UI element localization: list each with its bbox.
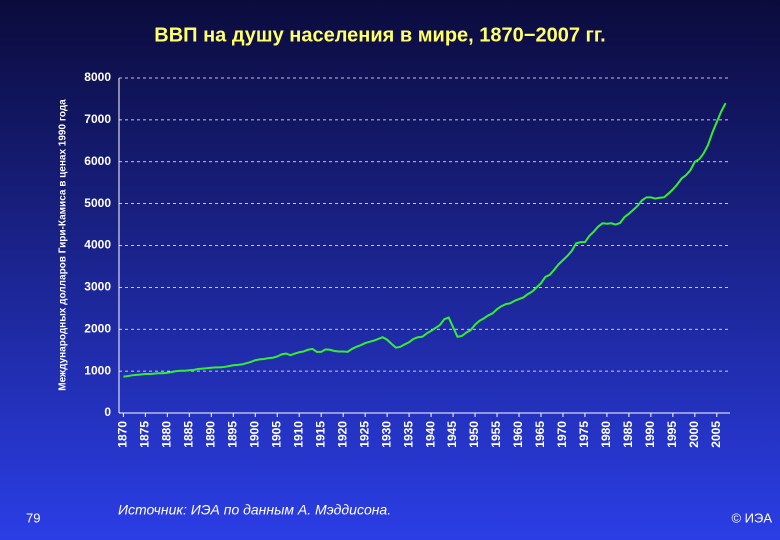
x-tick-label: 1905 bbox=[269, 421, 283, 448]
x-tick-label: 1945 bbox=[445, 421, 459, 448]
x-tick-label: 1975 bbox=[577, 421, 591, 448]
y-tick-label: 6000 bbox=[84, 154, 111, 168]
y-tick-label: 7000 bbox=[84, 112, 111, 126]
chart-title: ВВП на душу населения в мире, 1870−2007 … bbox=[154, 24, 605, 46]
x-tick-label: 1915 bbox=[313, 421, 327, 448]
x-tick-label: 1875 bbox=[138, 421, 152, 448]
y-tick-label: 4000 bbox=[84, 238, 111, 252]
y-tick-label: 5000 bbox=[84, 196, 111, 210]
x-tick-label: 1965 bbox=[533, 421, 547, 448]
x-tick-label: 1985 bbox=[621, 421, 635, 448]
y-tick-label: 3000 bbox=[84, 280, 111, 294]
x-tick-label: 1885 bbox=[182, 421, 196, 448]
source-note: Источник: ИЭА по данным А. Мэддисона. bbox=[118, 502, 391, 518]
x-tick-label: 1935 bbox=[401, 421, 415, 448]
x-tick-label: 1900 bbox=[247, 421, 261, 448]
x-tick-label: 1890 bbox=[203, 421, 217, 448]
x-tick-label: 1930 bbox=[379, 421, 393, 448]
x-tick-label: 1895 bbox=[225, 421, 239, 448]
x-tick-label: 1870 bbox=[116, 421, 130, 448]
x-tick-label: 1995 bbox=[665, 421, 679, 448]
x-tick-label: 1980 bbox=[599, 421, 613, 448]
copyright: © ИЭА bbox=[731, 510, 772, 525]
x-tick-label: 2005 bbox=[709, 421, 723, 448]
y-axis-label: Международных долларов Гири-Камиса в цен… bbox=[58, 99, 69, 391]
x-tick-label: 1920 bbox=[335, 421, 349, 448]
x-tick-label: 1910 bbox=[291, 421, 305, 448]
x-tick-label: 1925 bbox=[357, 421, 371, 448]
x-tick-label: 2000 bbox=[687, 421, 701, 448]
x-tick-label: 1960 bbox=[511, 421, 525, 448]
y-tick-label: 2000 bbox=[84, 321, 111, 335]
y-tick-label: 1000 bbox=[84, 363, 111, 377]
x-tick-label: 1950 bbox=[467, 421, 481, 448]
x-tick-label: 1990 bbox=[643, 421, 657, 448]
x-tick-label: 1940 bbox=[423, 421, 437, 448]
x-tick-label: 1880 bbox=[160, 421, 174, 448]
x-tick-label: 1970 bbox=[555, 421, 569, 448]
data-line bbox=[123, 102, 727, 378]
y-tick-label: 8000 bbox=[84, 70, 111, 84]
x-tick-label: 1955 bbox=[489, 421, 503, 448]
y-tick-label: 0 bbox=[104, 405, 111, 419]
plot-area: 0 1000 2000 3000 4000 5000 6000 7000 8000 1870 187… bbox=[84, 70, 730, 448]
slide-number: 79 bbox=[26, 510, 40, 525]
